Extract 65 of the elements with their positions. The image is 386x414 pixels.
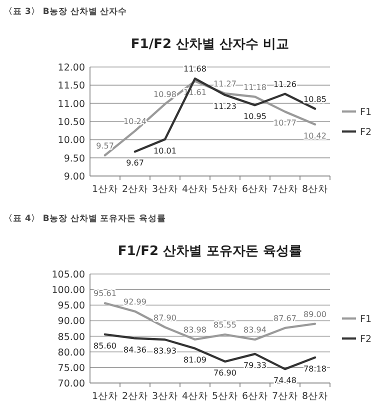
text: 〈표 4〉 B농장 산차별 포유자돈 육성률	[4, 213, 166, 224]
data-label: 11.68	[184, 64, 206, 74]
legend-label: F2	[360, 127, 372, 138]
x-tick-label: 8산차	[302, 391, 328, 402]
x-tick-label: 5산차	[212, 391, 238, 402]
text: 〈표 3〉 B농장 산차별 산자수	[4, 6, 128, 17]
data-label: 9.67	[126, 158, 144, 168]
data-label: 10.85	[304, 94, 326, 104]
data-label: 85.60	[94, 341, 116, 350]
x-tick-label: 2산차	[122, 184, 148, 195]
chart-title: F1/F2 산차별 포유자돈 육성률	[118, 244, 302, 259]
y-tick-label: 105.00	[52, 270, 85, 280]
x-tick-label: 1산차	[92, 391, 118, 402]
y-tick-label: 9.00	[64, 172, 85, 182]
data-label: 87.90	[154, 313, 176, 322]
x-tick-label: 3산차	[152, 184, 178, 195]
data-label: 79.33	[244, 360, 266, 370]
data-label: 83.94	[244, 326, 266, 335]
y-tick-label: 75.00	[58, 362, 85, 374]
y-tick-label: 95.00	[58, 300, 85, 312]
data-label: 11.26	[274, 80, 296, 89]
chart-title: F1/F2 산차별 산자수 비교	[130, 37, 290, 52]
data-label: 78.18	[304, 364, 326, 374]
x-tick-label: 4산차	[182, 184, 208, 195]
legend-label: F2	[360, 334, 372, 345]
data-label: 81.09	[184, 355, 206, 364]
data-label: 74.48	[274, 376, 296, 386]
data-label: 11.18	[244, 82, 266, 92]
data-label: 84.36	[124, 345, 146, 354]
x-tick-label: 7산차	[272, 184, 298, 195]
x-tick-label: 5산차	[212, 184, 238, 195]
data-label: 95.61	[94, 289, 116, 298]
y-tick-label: 9.50	[64, 153, 85, 164]
y-tick-label: 11.00	[58, 98, 85, 110]
x-tick-label: 2산차	[122, 391, 148, 402]
data-label: 10.95	[244, 112, 266, 122]
x-tick-label: 3산차	[152, 391, 178, 402]
y-tick-label: 90.00	[58, 316, 85, 328]
y-tick-label: 80.00	[58, 347, 85, 358]
data-label: 85.55	[214, 320, 236, 330]
data-label: 9.57	[96, 141, 114, 150]
y-tick-label: 10.00	[58, 135, 85, 146]
y-tick-label: 11.50	[58, 80, 85, 92]
y-tick-label: 70.00	[58, 378, 85, 390]
data-label: 76.90	[214, 368, 236, 378]
data-label: 10.98	[154, 90, 176, 100]
x-tick-label: 4산차	[182, 391, 208, 402]
x-tick-label: 7산차	[272, 391, 298, 402]
data-label: 11.23	[214, 102, 236, 111]
data-label: 10.01	[154, 146, 176, 156]
y-tick-label: 12.00	[58, 62, 85, 74]
data-label: 89.00	[304, 310, 326, 319]
data-label: 83.98	[184, 325, 206, 334]
legend-label: F1	[360, 314, 372, 325]
x-tick-label: 6산차	[242, 391, 268, 402]
x-tick-label: 1산차	[92, 184, 118, 195]
y-tick-label: 85.00	[58, 332, 85, 343]
y-tick-label: 100.00	[52, 285, 85, 296]
data-label: 92.99	[124, 297, 146, 306]
x-tick-label: 8산차	[302, 184, 328, 195]
y-tick-label: 10.50	[58, 117, 85, 128]
data-label: 83.93	[154, 346, 176, 356]
x-tick-label: 6산차	[242, 184, 268, 195]
legend-label: F1	[360, 107, 372, 118]
data-label: 10.42	[304, 131, 326, 140]
